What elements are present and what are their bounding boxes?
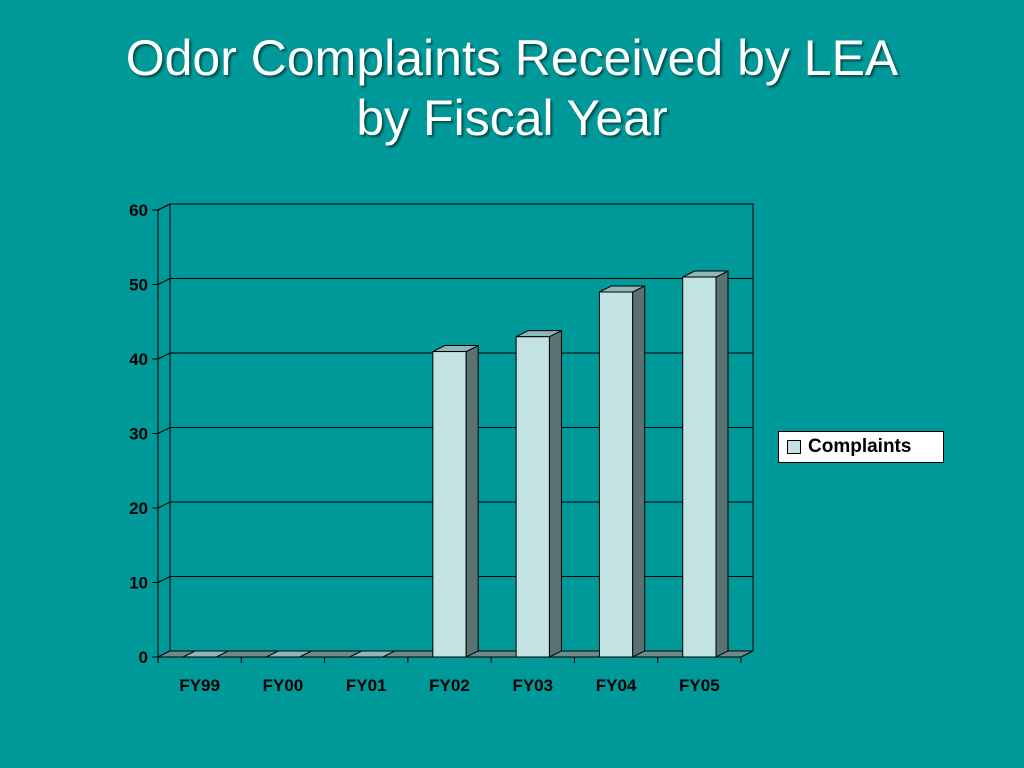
x-tick-label-FY02: FY02 (429, 676, 470, 695)
bar-front-FY05 (682, 276, 717, 658)
bar-FY05 (682, 270, 729, 658)
bar-side-FY04 (632, 285, 646, 658)
x-tick-label-FY99: FY99 (179, 676, 220, 695)
y-tick-label-40: 40 (129, 350, 148, 369)
gridline-60 (157, 203, 753, 211)
legend-swatch-complaints (787, 440, 801, 454)
x-tick-label-FY00: FY00 (263, 676, 304, 695)
bar-front-FY03 (515, 336, 550, 658)
x-axis: FY99 FY00 FY01 FY02 FY03 FY04 FY05 (157, 656, 742, 695)
slide-title-line-1: Odor Complaints Received by LEA (125, 30, 899, 86)
bar-FY04 (598, 285, 646, 658)
bar-front-FY02 (432, 351, 467, 658)
bar-top-FY05 (682, 270, 729, 278)
slide-title: Odor Complaints Received by LEA by Fisca… (0, 28, 1024, 148)
y-tick-label-50: 50 (129, 276, 148, 295)
gridline-50 (157, 278, 753, 285)
chart-bars (182, 270, 729, 658)
bar-side-FY03 (548, 329, 562, 658)
y-tick-label-10: 10 (129, 574, 148, 593)
y-tick-label-60: 60 (129, 201, 148, 220)
chart-legend: Complaints (778, 431, 944, 463)
y-tick-label-20: 20 (129, 499, 148, 518)
bar-FY02 (432, 344, 479, 658)
bar-top-FY02 (432, 345, 479, 353)
y-tick-label-30: 30 (129, 425, 148, 444)
x-tick-label-FY03: FY03 (512, 676, 553, 695)
bar-top-FY03 (515, 330, 562, 338)
bar-front-FY04 (598, 291, 634, 658)
bar-FY03 (515, 329, 562, 658)
x-tick-label-FY01: FY01 (346, 676, 387, 695)
y-axis: 0 10 20 30 40 50 60 (129, 201, 159, 667)
x-tick-label-FY04: FY04 (596, 676, 637, 695)
slide-title-line-2: by Fiscal Year (356, 90, 668, 146)
bar-side-FY05 (715, 270, 729, 658)
y-tick-label-0: 0 (139, 648, 148, 667)
legend-label-complaints: Complaints (808, 436, 912, 457)
bar-side-FY02 (465, 344, 479, 658)
bar-top-FY04 (599, 285, 645, 293)
x-tick-label-FY05: FY05 (679, 676, 720, 695)
